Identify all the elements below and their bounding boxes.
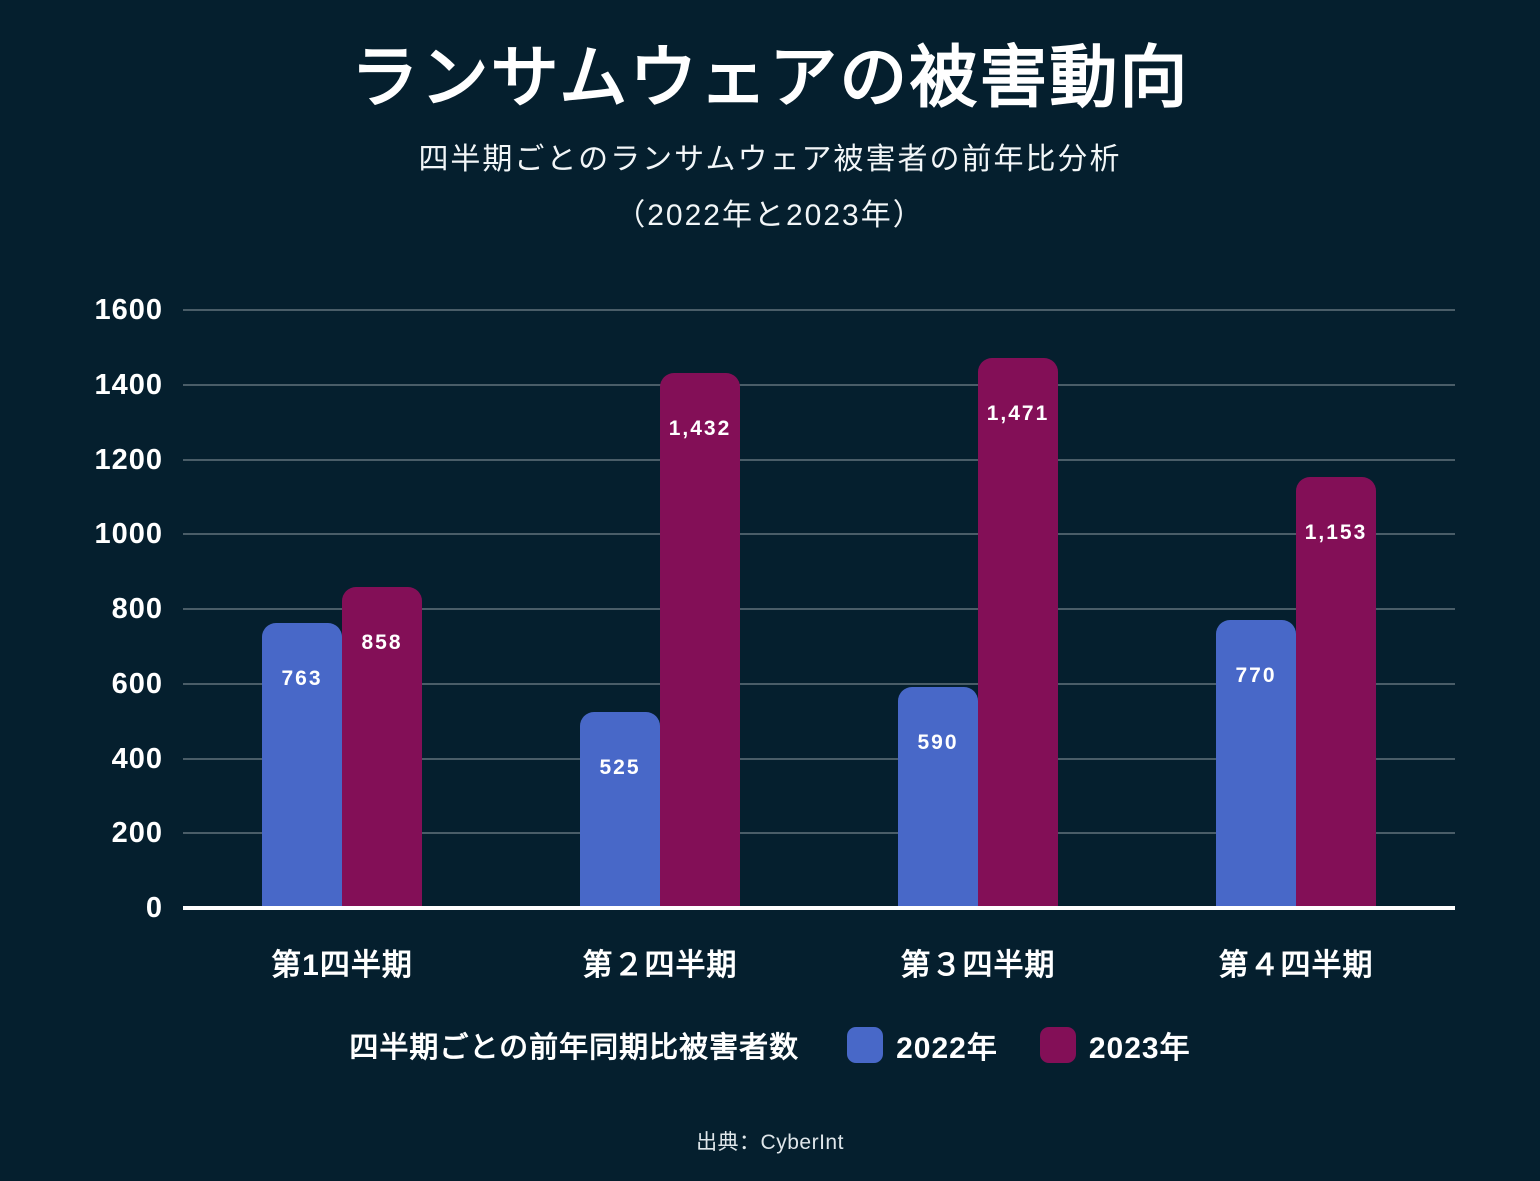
- bar-2023年-第２四半期: 1,432: [660, 372, 740, 908]
- gridline-1400: [183, 383, 1455, 386]
- gridline-600: [183, 682, 1455, 685]
- subtitle-line2: （2022年と2023年）: [615, 199, 925, 232]
- bar-2023年-第３四半期: 1,471: [978, 358, 1058, 908]
- legend-item-2023年: 2023年: [1039, 1023, 1191, 1067]
- bar-value-label: 1,471: [986, 402, 1050, 426]
- x-axis-label-第1四半期: 第1四半期: [271, 949, 413, 982]
- bar-2022年-第４四半期: 770: [1216, 620, 1296, 908]
- y-axis-label-1600: 1600: [94, 294, 163, 326]
- bar-2023年-第４四半期: 1,153: [1296, 477, 1376, 908]
- source-attribution: 出典：CyberInt: [696, 1131, 844, 1154]
- bar-value-label: 1,432: [668, 416, 732, 440]
- bar-value-label: 763: [281, 666, 323, 690]
- page-title: ランサムウェアの被害動向: [350, 40, 1190, 116]
- gridline-200: [183, 832, 1455, 835]
- chart-legend: 四半期ごとの前年同期比被害者数 2022年 2023年: [0, 1020, 1540, 1070]
- y-axis-label-600: 600: [111, 667, 163, 700]
- legend-swatch-2023年: [1039, 1027, 1076, 1063]
- bar-chart-plot-area: 763 525 590 770 858 1,432 1,471 1,153: [183, 309, 1455, 910]
- legend-item-2022年: 2022年: [847, 1023, 998, 1067]
- bar-value-label: 770: [1235, 664, 1277, 688]
- gridline-1200: [183, 458, 1455, 461]
- bar-2022年-第1四半期: 763: [262, 622, 342, 908]
- bar-2022年-第３四半期: 590: [898, 687, 978, 908]
- legend-item-label: 2022年: [896, 1032, 998, 1065]
- y-axis-label-1200: 1200: [94, 443, 163, 476]
- gridline-1000: [183, 533, 1455, 536]
- y-axis-label-0: 0: [145, 892, 163, 924]
- legend-item-label: 2023年: [1088, 1032, 1191, 1065]
- y-axis-label-800: 800: [111, 593, 163, 625]
- bar-value-label: 1,153: [1304, 521, 1368, 545]
- legend-title: 四半期ごとの前年同期比被害者数: [349, 1032, 800, 1064]
- subtitle-line1: 四半期ごとのランサムウェア被害者の前年比分析: [418, 143, 1122, 176]
- bar-2022年-第２四半期: 525: [580, 711, 660, 908]
- page-subtitle: 四半期ごとのランサムウェア被害者の前年比分析 （2022年と2023年）: [0, 132, 1540, 244]
- legend-items: 2022年 2023年: [847, 1023, 1191, 1067]
- y-axis-label-1400: 1400: [94, 368, 163, 401]
- x-axis-label-第３四半期: 第３四半期: [900, 949, 1056, 982]
- y-axis-label-1000: 1000: [94, 518, 163, 551]
- bar-value-label: 525: [599, 755, 641, 779]
- bar-value-label: 858: [361, 631, 403, 655]
- bar-2023年-第1四半期: 858: [342, 587, 422, 908]
- bar-value-label: 590: [917, 731, 959, 755]
- x-axis-line: [183, 906, 1455, 910]
- y-axis-label-200: 200: [111, 817, 163, 850]
- x-axis-label-第４四半期: 第４四半期: [1218, 949, 1374, 982]
- gridline-1600: [183, 309, 1455, 311]
- gridline-400: [183, 757, 1455, 760]
- gridline-800: [183, 608, 1455, 610]
- x-axis-label-第２四半期: 第２四半期: [582, 949, 738, 982]
- legend-swatch-2022年: [847, 1027, 884, 1063]
- y-axis-label-400: 400: [111, 742, 163, 775]
